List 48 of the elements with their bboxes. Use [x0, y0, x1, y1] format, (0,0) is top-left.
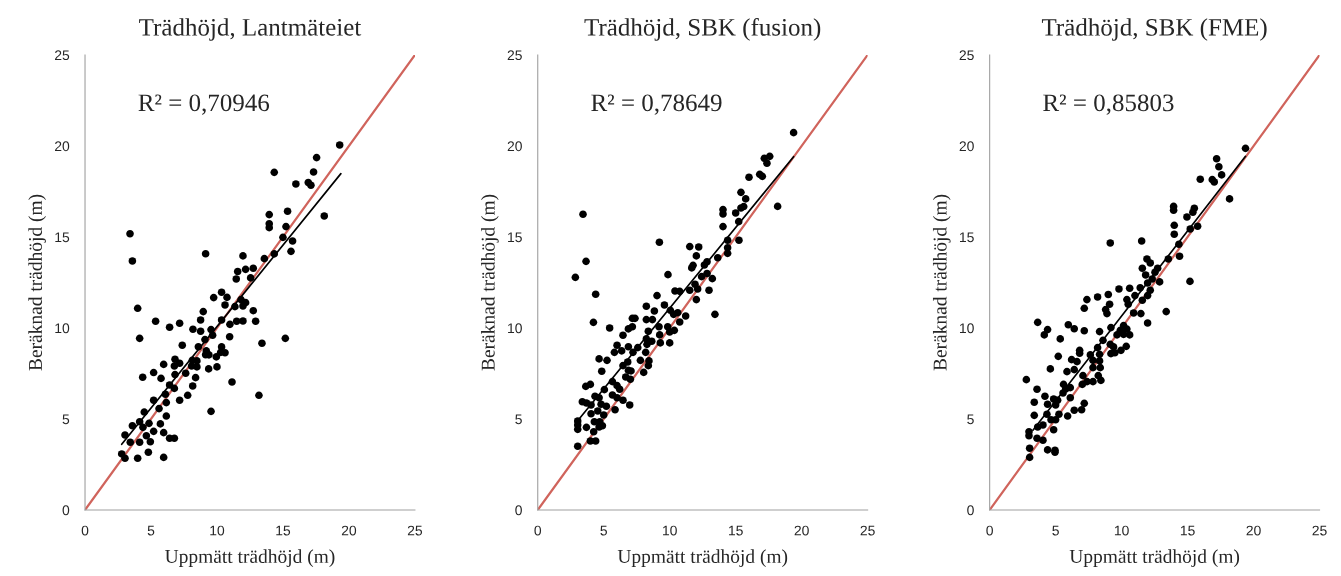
y-tick-label: 15 [959, 232, 974, 243]
x-tick-label: 5 [1052, 525, 1059, 536]
x-tick-label: 0 [986, 525, 993, 536]
x-axis-title: Uppmätt trädhöjd (m) [165, 549, 335, 567]
y-tick-label: 5 [62, 414, 70, 425]
x-axis-title: Uppmätt trädhöjd (m) [617, 549, 788, 567]
y-tick-label: 10 [55, 323, 70, 334]
x-tick-label: 5 [147, 525, 155, 536]
y-tick-label: 5 [515, 414, 522, 425]
x-tick-label: 25 [860, 525, 875, 536]
x-tick-label: 5 [600, 525, 607, 536]
y-axis-title: Beräknad trädhöjd (m) [481, 194, 499, 371]
y-tick-label: 10 [959, 323, 974, 334]
x-tick-label: 10 [663, 525, 677, 536]
y-tick-label: 25 [959, 50, 974, 61]
x-tick-label: 15 [729, 525, 743, 536]
y-axis-title: Beräknad trädhöjd (m) [932, 194, 951, 371]
y-tick-label: 20 [507, 141, 522, 152]
x-tick-label: 10 [1114, 525, 1129, 536]
chart-title: Trädhöjd, Lantmäteiet [139, 18, 362, 41]
x-tick-label: 15 [1180, 525, 1195, 536]
x-tick-label: 20 [341, 525, 357, 536]
x-tick-label: 25 [407, 525, 423, 536]
y-tick-label: 0 [967, 505, 974, 516]
annotation: R² = 0,78649 [591, 94, 722, 115]
y-axis-title: Beräknad trädhöjd (m) [28, 194, 46, 371]
annotation: R² = 0,85803 [1043, 94, 1174, 115]
x-tick-label: 0 [534, 525, 542, 536]
y-tick-label: 25 [507, 50, 522, 61]
x-tick-label: 0 [81, 525, 89, 536]
y-tick-label: 15 [55, 232, 70, 243]
x-tick-label: 10 [210, 525, 225, 536]
y-tick-label: 5 [967, 414, 974, 425]
y-tick-label: 0 [62, 505, 70, 516]
x-tick-label: 20 [1246, 525, 1261, 536]
y-tick-label: 25 [54, 50, 70, 61]
y-tick-label: 0 [515, 505, 522, 516]
chart-title: Trädhöjd, SBK (fusion) [584, 17, 821, 41]
y-tick-label: 15 [508, 232, 522, 243]
chart-title: Trädhöjd, SBK (FME) [1041, 18, 1267, 41]
x-tick-label: 15 [276, 525, 291, 536]
annotation: R² = 0,70946 [138, 94, 270, 115]
x-tick-label: 20 [794, 525, 809, 536]
y-tick-label: 20 [959, 141, 974, 152]
x-axis-title: Uppmätt trädhöjd (m) [1069, 549, 1240, 567]
y-tick-label: 10 [508, 323, 522, 334]
x-tick-label: 25 [1312, 525, 1327, 536]
y-tick-label: 20 [54, 141, 70, 152]
